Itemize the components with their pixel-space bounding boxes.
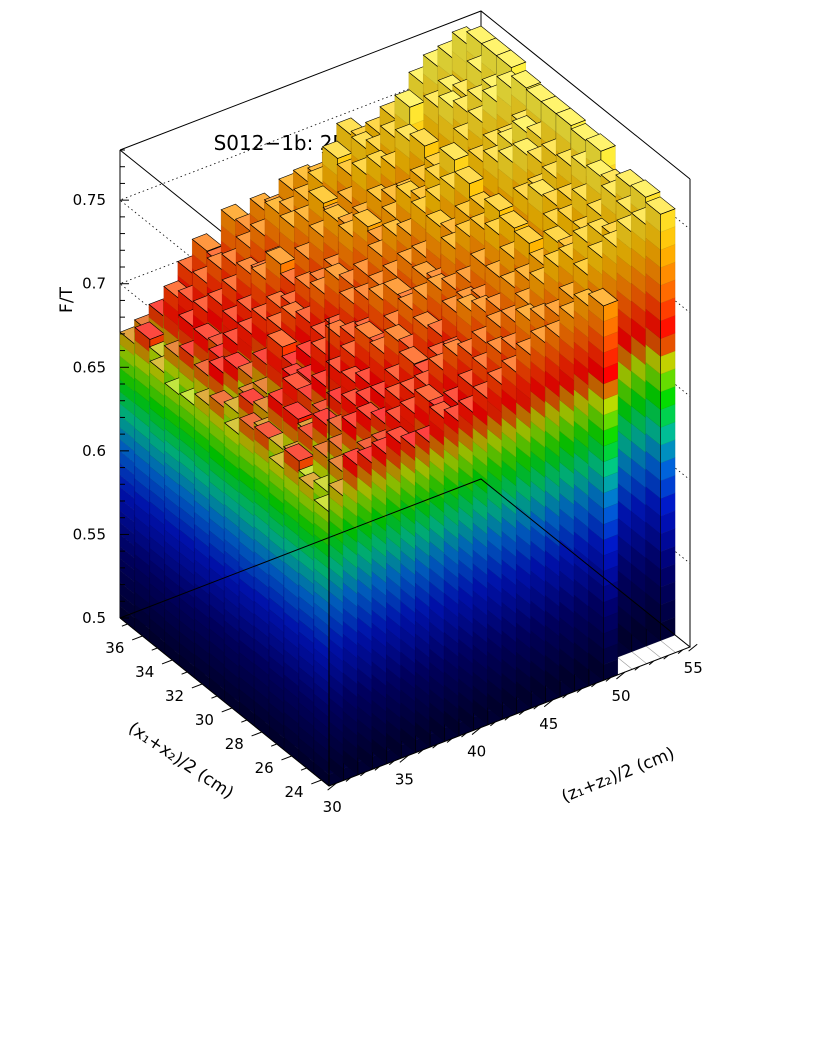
- x-tick-label: 40: [467, 743, 486, 761]
- x-tick: [648, 660, 655, 666]
- z-tick-label: 0.7: [82, 275, 106, 293]
- x-tick: [345, 777, 351, 782]
- x-tick-label: 55: [684, 659, 703, 677]
- y-tick-label: 34: [135, 663, 154, 681]
- x-tick: [417, 749, 424, 755]
- x-tick: [461, 732, 467, 738]
- x-tick: [533, 704, 539, 710]
- z-tick-label: 0.6: [82, 442, 106, 460]
- x-tick: [688, 643, 698, 652]
- x-tick: [327, 782, 337, 791]
- y-tick: [191, 683, 203, 689]
- lego-bars: [119, 25, 676, 787]
- x-tick: [388, 760, 395, 766]
- y-tick: [151, 647, 158, 651]
- y-tick: [281, 755, 292, 761]
- y-tick: [270, 743, 277, 747]
- bar: [645, 196, 676, 641]
- x-tick: [518, 710, 525, 716]
- x-tick: [399, 755, 409, 763]
- x-tick-label: 35: [395, 770, 414, 788]
- y-tick-label: 32: [165, 687, 184, 705]
- x-tick: [360, 771, 366, 777]
- y-tick: [131, 635, 143, 641]
- y-tick: [181, 671, 188, 675]
- y-tick: [241, 719, 248, 723]
- y-tick: [211, 695, 218, 699]
- y-tick: [251, 731, 263, 737]
- y-tick-label: 36: [105, 639, 124, 657]
- x-tick: [446, 738, 453, 743]
- y-tick-label: 26: [255, 759, 274, 777]
- x-tick-label: 30: [323, 798, 342, 816]
- z-tick-label: 0.65: [73, 358, 106, 376]
- x-axis: 30 35 40 45 50 55: [323, 643, 703, 816]
- frame-base-edges: [119, 478, 691, 787]
- x-tick: [471, 727, 481, 735]
- y-tick: [161, 659, 173, 665]
- frame-top-back-edges: [119, 10, 691, 180]
- y-tick-label: 24: [284, 783, 303, 801]
- x-tick: [543, 699, 554, 708]
- x-tick: [634, 666, 640, 671]
- x-tick: [663, 654, 669, 660]
- x-tick: [677, 649, 684, 654]
- x-tick: [374, 766, 380, 771]
- x-tick: [432, 743, 438, 749]
- y-tick-label: 30: [195, 711, 214, 729]
- y-axis: 24 26 28 30 32 34 36: [105, 623, 322, 801]
- x-tick: [576, 688, 583, 693]
- x-tick-label: 45: [539, 715, 558, 733]
- x-tick: [591, 682, 597, 688]
- x-tick: [490, 721, 496, 727]
- y-axis-title: (x₁+x₂)/2 (cm): [124, 718, 237, 803]
- x-tick: [616, 671, 626, 680]
- y-tick-label: 28: [225, 735, 244, 753]
- y-tick: [300, 767, 307, 771]
- z-tick-label: 0.75: [73, 191, 106, 209]
- x-tick: [504, 716, 510, 721]
- z-tick-label: 0.5: [82, 609, 106, 627]
- x-tick: [562, 693, 568, 699]
- z-axis-title: F/T: [57, 286, 77, 313]
- x-tick: [605, 677, 611, 682]
- frame-front-edges: [119, 318, 691, 787]
- x-tick-label: 50: [611, 687, 630, 705]
- bar: [587, 288, 619, 681]
- y-tick: [221, 707, 233, 713]
- z-tick-label: 0.55: [73, 525, 106, 543]
- y-tick: [121, 623, 128, 627]
- y-tick: [311, 779, 322, 785]
- z-axis: 0.5 0.55 0.6 0.65 0.7 0.75: [73, 149, 129, 627]
- x-axis-title: (z₁+z₂)/2 (cm): [559, 744, 678, 808]
